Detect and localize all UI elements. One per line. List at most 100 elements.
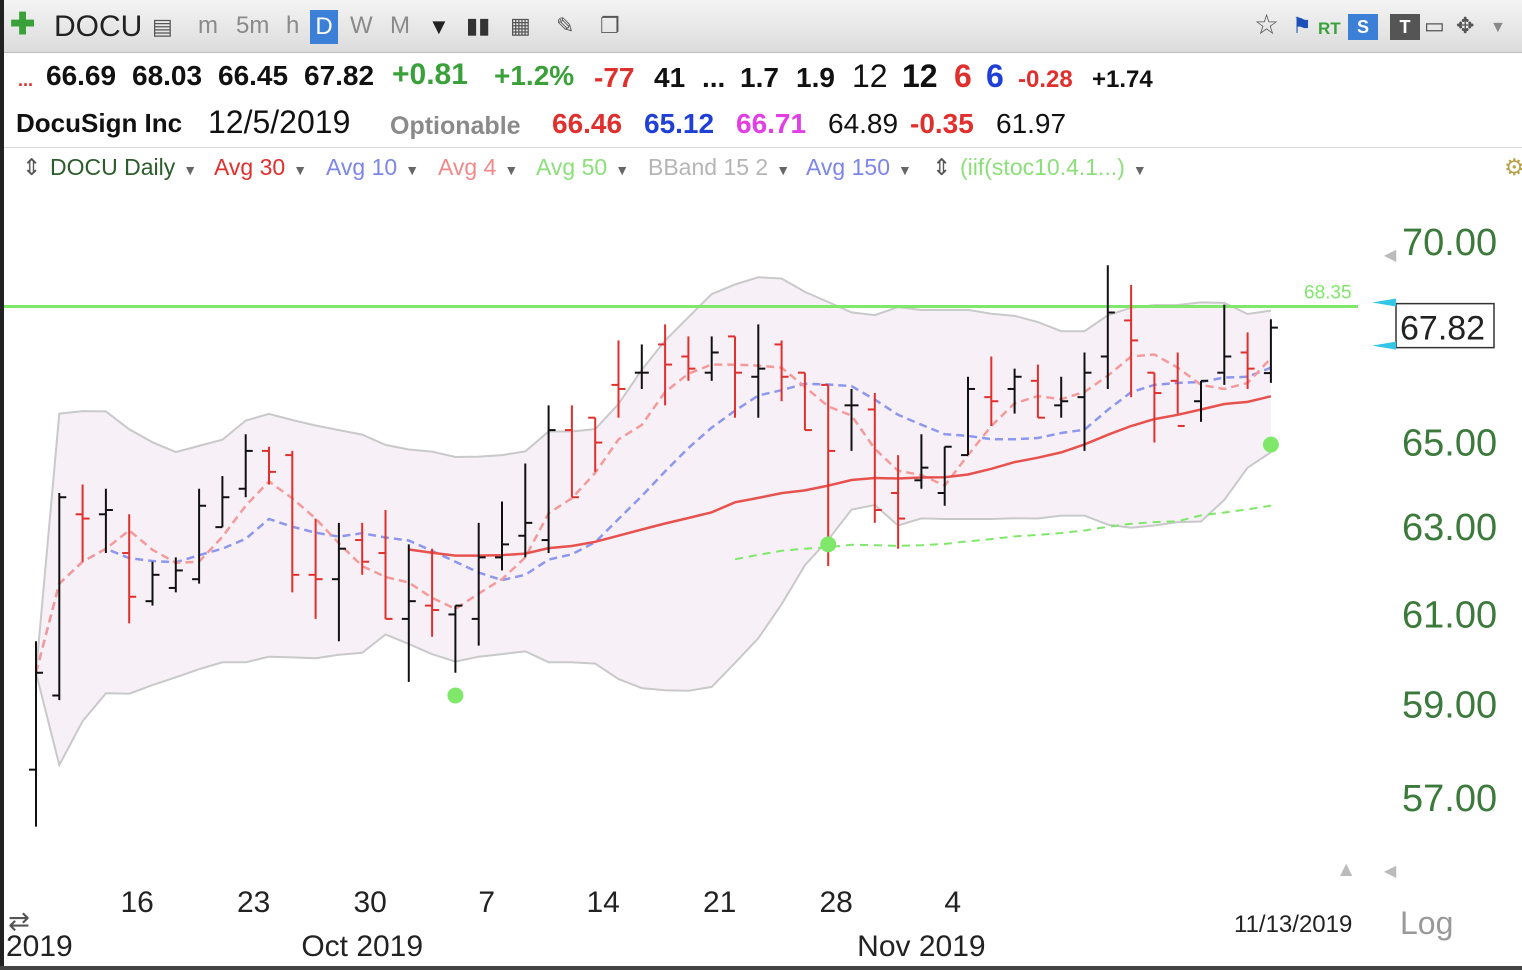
- x-tick-label: 30: [354, 886, 387, 919]
- window-left-border: [0, 0, 4, 970]
- price-pointer-bottom: [1372, 341, 1396, 350]
- chevron-down-icon[interactable]: ▼: [293, 162, 308, 178]
- printer-icon[interactable]: ▤: [152, 14, 173, 39]
- quote-p4: 64.89: [828, 108, 899, 139]
- detach-icon[interactable]: ▭: [1424, 13, 1445, 38]
- study-avg4[interactable]: Avg 4 ▼: [438, 154, 518, 181]
- log-scale-toggle[interactable]: Log: [1400, 905, 1453, 941]
- ohlc-bar: [1124, 284, 1139, 398]
- study-avg10-label: Avg 10: [326, 154, 398, 180]
- ohlc-bar: [774, 340, 789, 402]
- y-tick-label: 63.00: [1402, 507, 1497, 549]
- study-avg30[interactable]: Avg 30 ▼: [214, 154, 307, 181]
- quote-dots: ...: [18, 70, 34, 90]
- quote-p5: -0.35: [910, 108, 974, 139]
- corner-date: 11/13/2019: [1234, 911, 1352, 938]
- period-dropdown-icon[interactable]: ▼: [428, 14, 450, 39]
- horizontal-line-label: 68.35: [1304, 283, 1352, 304]
- pencil-icon[interactable]: ✎: [556, 13, 575, 38]
- study-stoc[interactable]: (iif(stoc10.4.1...) ▼: [960, 154, 1147, 181]
- chevron-down-icon[interactable]: ▼: [1132, 162, 1147, 178]
- symbol-label[interactable]: DOCU: [54, 10, 143, 43]
- ohlc-bar: [285, 450, 300, 593]
- settings-icon[interactable]: ⚙: [1504, 154, 1522, 180]
- chevron-down-icon[interactable]: ▼: [897, 162, 912, 178]
- avg30-line: [408, 395, 1272, 557]
- quote-p6: 61.97: [996, 108, 1067, 139]
- ohlc-bar: [1077, 352, 1092, 451]
- period-h[interactable]: h: [286, 12, 300, 39]
- study-avg10[interactable]: Avg 10 ▼: [326, 154, 419, 181]
- grid-icon[interactable]: ▦: [510, 13, 531, 38]
- quote-p3: 66.71: [736, 108, 807, 139]
- quote-p2: 65.12: [644, 108, 715, 139]
- ohlc-bar: [75, 484, 90, 562]
- ohlc-bar: [844, 388, 859, 451]
- menu-dropdown-icon[interactable]: ▼: [1490, 19, 1506, 36]
- chevron-down-icon[interactable]: ▼: [776, 162, 791, 178]
- quote-change-pct: +1.2%: [494, 60, 575, 91]
- study-arrows-icon[interactable]: ⇕: [22, 154, 42, 180]
- ohlc-bar: [1240, 332, 1255, 389]
- price-bars: [29, 265, 1278, 827]
- add-symbol-icon[interactable]: ✚: [10, 8, 36, 41]
- quote-v4: 1.9: [796, 62, 835, 93]
- optionable-label: Optionable: [390, 112, 521, 140]
- ohlc-bar: [331, 522, 346, 642]
- ohlc-bar: [611, 340, 626, 418]
- study-bband[interactable]: BBand 15 2 ▼: [648, 154, 790, 181]
- bar-style-icon[interactable]: ▮▮: [466, 13, 491, 38]
- period-month[interactable]: M: [390, 12, 410, 39]
- ohlc-bar: [1007, 368, 1022, 414]
- ohlc-bar: [867, 393, 882, 523]
- ohlc-bar: [308, 518, 323, 619]
- ohlc-bar: [471, 522, 486, 646]
- ohlc-bar: [98, 488, 113, 554]
- x-month-label: Oct 2019: [301, 930, 423, 963]
- ohlc-bar: [495, 501, 509, 571]
- ohlc-bar: [52, 492, 67, 701]
- scroll-right-icon[interactable]: ▲: [1340, 859, 1353, 878]
- refresh-icon[interactable]: ⇄: [8, 907, 30, 937]
- period-w[interactable]: W: [350, 12, 373, 39]
- ohlc-bar: [634, 344, 649, 389]
- ohlc-bar: [1170, 352, 1185, 427]
- rt-label[interactable]: RT: [1318, 19, 1341, 38]
- study-arrows-icon-2[interactable]: ⇕: [932, 154, 952, 180]
- quote-v7: 6: [954, 58, 972, 94]
- chevron-down-icon[interactable]: ▼: [183, 162, 198, 178]
- scroll-left-icon[interactable]: ◀: [1384, 861, 1397, 880]
- quote-open: 66.69: [46, 60, 117, 91]
- bband-fill: [36, 277, 1271, 765]
- study-avg50[interactable]: Avg 50 ▼: [536, 154, 629, 181]
- signal-dots: [447, 436, 1279, 704]
- toolbar: ✚ DOCU ▤ m 5m h D W M ▼ ▮▮ ▦ ✎ ❐ ☆ ⚑ RT …: [0, 0, 1522, 53]
- ohlc-bar: [122, 514, 137, 624]
- study-bband-label: BBand 15 2: [648, 154, 769, 180]
- chevron-down-icon[interactable]: ▼: [615, 162, 630, 178]
- x-tick-label: 21: [703, 886, 736, 919]
- study-avg150[interactable]: Avg 150 ▼: [806, 154, 912, 181]
- period-5m[interactable]: 5m: [236, 12, 270, 39]
- y-axis: 70.00 65.00 63.00 61.00 59.00 57.00: [1402, 222, 1497, 820]
- chevron-down-icon[interactable]: ▼: [504, 162, 519, 178]
- quote-v3: 1.7: [740, 62, 779, 93]
- price-chart[interactable]: 68.35 70.00 65.00 63.00 61.00 59.00 57.00 67.…: [0, 186, 1522, 970]
- s-button[interactable]: S: [1348, 14, 1378, 40]
- quote-p1: 66.46: [552, 108, 623, 139]
- study-main[interactable]: DOCU Daily ▼: [50, 154, 197, 181]
- chevron-down-icon[interactable]: ▼: [405, 162, 420, 178]
- window-icon[interactable]: ❐: [600, 13, 620, 38]
- flag-icon[interactable]: ⚑: [1292, 13, 1312, 38]
- move-icon[interactable]: ✥: [1456, 13, 1475, 38]
- scroll-up-icon[interactable]: ◀: [1384, 245, 1397, 264]
- star-icon[interactable]: ☆: [1254, 9, 1280, 40]
- y-tick-label: 59.00: [1402, 685, 1497, 727]
- period-d[interactable]: D: [310, 10, 338, 44]
- period-m[interactable]: m: [198, 12, 218, 39]
- t-button[interactable]: T: [1390, 14, 1420, 40]
- quote-change: +0.81: [392, 58, 468, 91]
- ohlc-bar: [797, 371, 812, 432]
- x-axis: 16 23 30 7 14 21 28 4 2019 Oct 2019 Nov 2019: [6, 886, 986, 963]
